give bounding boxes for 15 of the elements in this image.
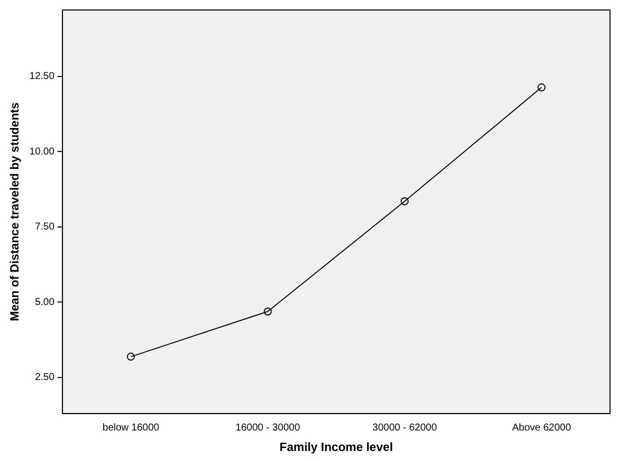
point — [264, 307, 272, 316]
x-tick-label: Above 62000 — [512, 422, 572, 434]
y-tick-label: 10.00 — [29, 146, 55, 158]
y-axis-title: Mean of Distance traveled by students — [8, 102, 22, 322]
point — [126, 352, 135, 361]
x-tick-label: below 16000 — [102, 422, 160, 434]
x-tick-label: 16000 - 30000 — [236, 422, 300, 434]
x-tick-label: 30000 - 62000 — [372, 422, 438, 434]
y-tick-label: 12.50 — [29, 71, 55, 82]
point — [400, 197, 409, 206]
point — [538, 83, 546, 92]
y-tick-label: 7.50 — [34, 222, 55, 233]
y-tick-label: 5.00 — [34, 296, 55, 308]
y-tick-label: 2.50 — [34, 372, 55, 384]
x-axis-title: Family Income level — [280, 440, 393, 454]
